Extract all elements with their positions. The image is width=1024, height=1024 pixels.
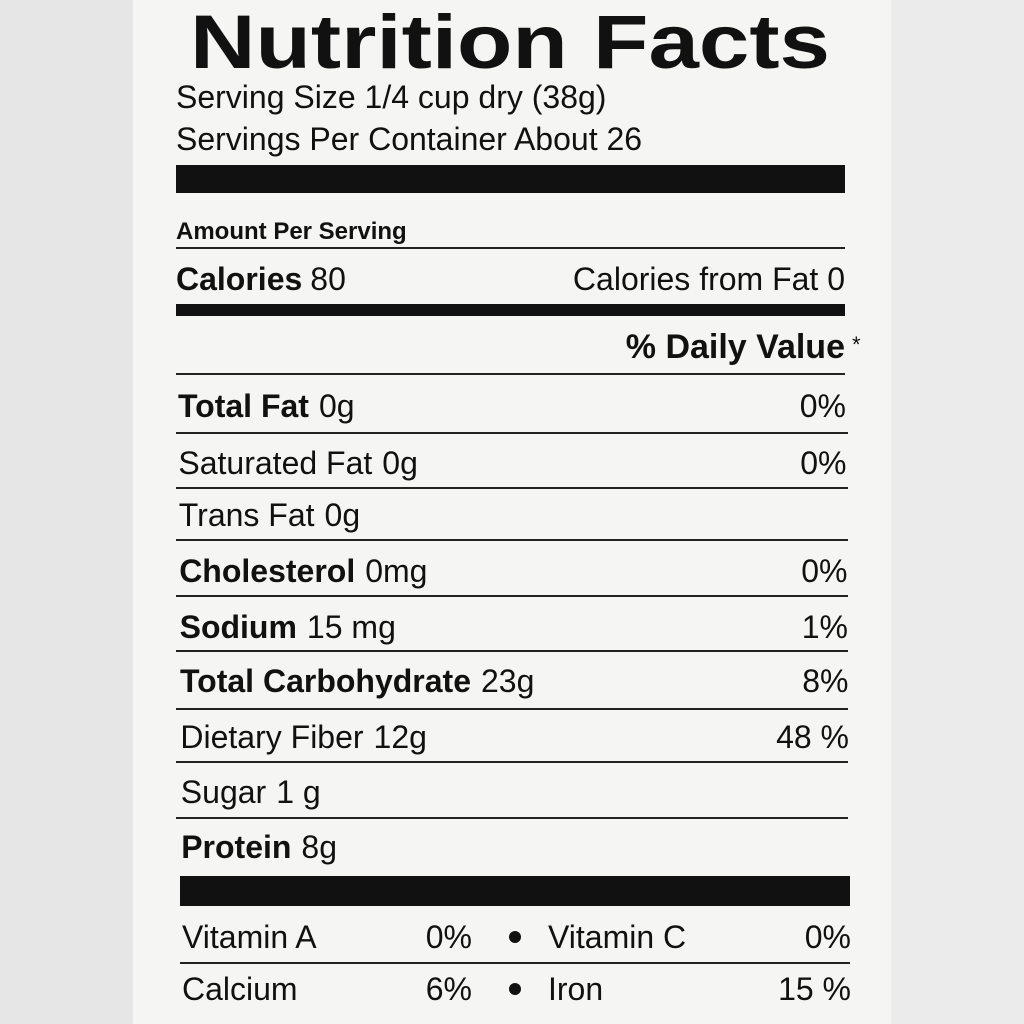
bullet (509, 931, 521, 943)
calories-value: 80 (310, 261, 346, 297)
vitamin-name: Iron (548, 971, 603, 1007)
nutrient-amount: 0g (325, 497, 361, 533)
nutrient-amount: 8g (301, 829, 337, 865)
nutrient-name: Sugar (181, 774, 267, 810)
calories-line: Calories 80 (176, 261, 346, 297)
nutrient-amount: 1 g (276, 774, 320, 810)
nutrient-name: Total Carbohydrate (180, 663, 471, 699)
nutrient-dv: 48 % (776, 719, 849, 755)
nutrient-line: Sugar 1 g (181, 774, 321, 810)
amount-per-serving: Amount Per Serving (176, 218, 407, 245)
thick-rule (176, 165, 845, 193)
nutrient-name: Saturated Fat (178, 445, 372, 481)
nutrient-dv: 0% (800, 445, 846, 481)
nutrient-amount: 0g (382, 445, 418, 481)
calories-label: Calories (176, 261, 302, 297)
nutrient-line: Saturated Fat 0g (178, 445, 417, 481)
nutrient-amount: 0mg (365, 553, 427, 589)
nutrient-line: Total Carbohydrate 23g (180, 663, 534, 699)
nutrient-dv: 8% (802, 663, 848, 699)
nutrient-amount: 23g (481, 663, 534, 699)
nutrient-amount: 15 mg (307, 609, 396, 645)
nutrient-line: Total Fat 0g (178, 388, 355, 424)
thick-rule (180, 876, 850, 906)
vitamin-name: Calcium (182, 971, 298, 1007)
nutrient-amount: 12g (374, 719, 427, 755)
calories-from-fat: Calories from Fat 0 (573, 261, 845, 297)
serving-size: Serving Size 1/4 cup dry (38g) (176, 79, 606, 115)
vitamin-name: Vitamin C (548, 919, 686, 955)
vitamin-rows: Vitamin A 0% Vitamin C 0% Calcium 6% Iron 15 % (180, 919, 851, 1007)
nutrient-name: Protein (181, 829, 291, 865)
nutrient-dv: 1% (802, 609, 848, 645)
vitamin-dv: 0% (805, 919, 851, 955)
bullet (509, 983, 521, 995)
servings-per-container: Servings Per Container About 26 (176, 121, 642, 157)
nutrient-dv: 0% (800, 388, 846, 424)
daily-value-header: % Daily Value (626, 328, 845, 366)
nutrient-line: Trans Fat 0g (179, 497, 360, 533)
nutrient-amount: 0g (319, 388, 355, 424)
right-margin (891, 0, 1024, 1024)
nutrient-line: Sodium 15 mg (180, 609, 396, 645)
nutrient-name: Total Fat (178, 388, 309, 424)
nutrient-name: Dietary Fiber (180, 719, 364, 755)
nutrient-dv: 0% (801, 553, 847, 589)
footnote-mark: * (852, 332, 861, 357)
nutrient-rows: Total Fat 0g 0% Saturated Fat 0g 0% Trans Fat 0… (176, 388, 849, 865)
title: Nutrition Facts (190, 0, 830, 85)
vitamin-dv: 6% (426, 971, 472, 1007)
vitamin-dv: 0% (426, 919, 472, 955)
vitamin-dv: 15 % (778, 971, 851, 1007)
medium-rule (176, 304, 845, 316)
nutrient-name: Sodium (180, 609, 297, 645)
nutrient-name: Cholesterol (179, 553, 355, 589)
left-margin (0, 0, 133, 1024)
vitamin-name: Vitamin A (182, 919, 317, 955)
nutrient-name: Trans Fat (179, 497, 315, 533)
nutrient-line: Protein 8g (181, 829, 337, 865)
nutrient-line: Dietary Fiber 12g (180, 719, 427, 755)
nutrient-line: Cholesterol 0mg (179, 553, 427, 589)
